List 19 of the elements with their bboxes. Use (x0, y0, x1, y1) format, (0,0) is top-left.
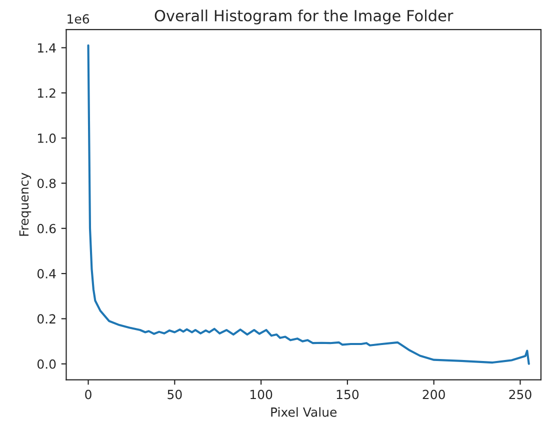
y-tick-label: 1.2 (38, 88, 56, 98)
y-tick-label: 1.0 (38, 134, 56, 143)
chart-title: Overall Histogram for the Image Folder (154, 10, 454, 24)
x-tick-label: 150 (336, 390, 359, 400)
x-tick-label: 250 (509, 390, 532, 400)
y-tick-label: 1.4 (38, 43, 56, 52)
line-series (87, 44, 530, 365)
y-axis-title: Frequency (19, 172, 32, 236)
y-tick-label: 0.8 (37, 178, 56, 188)
y-tick-label: 0.2 (37, 314, 56, 324)
x-tick-label: 200 (422, 390, 445, 400)
y-tick-label: 0.4 (37, 269, 56, 278)
y-tick-label: 0.6 (37, 224, 56, 234)
text: 1e6 (68, 14, 90, 24)
x-tick-label: 0 (85, 390, 92, 400)
x-tick-label: 100 (250, 390, 272, 400)
x-tick-label: 50 (168, 390, 182, 400)
x-axis-title: Pixel Value (271, 407, 337, 417)
y-tick-label: 0.0 (37, 359, 56, 369)
